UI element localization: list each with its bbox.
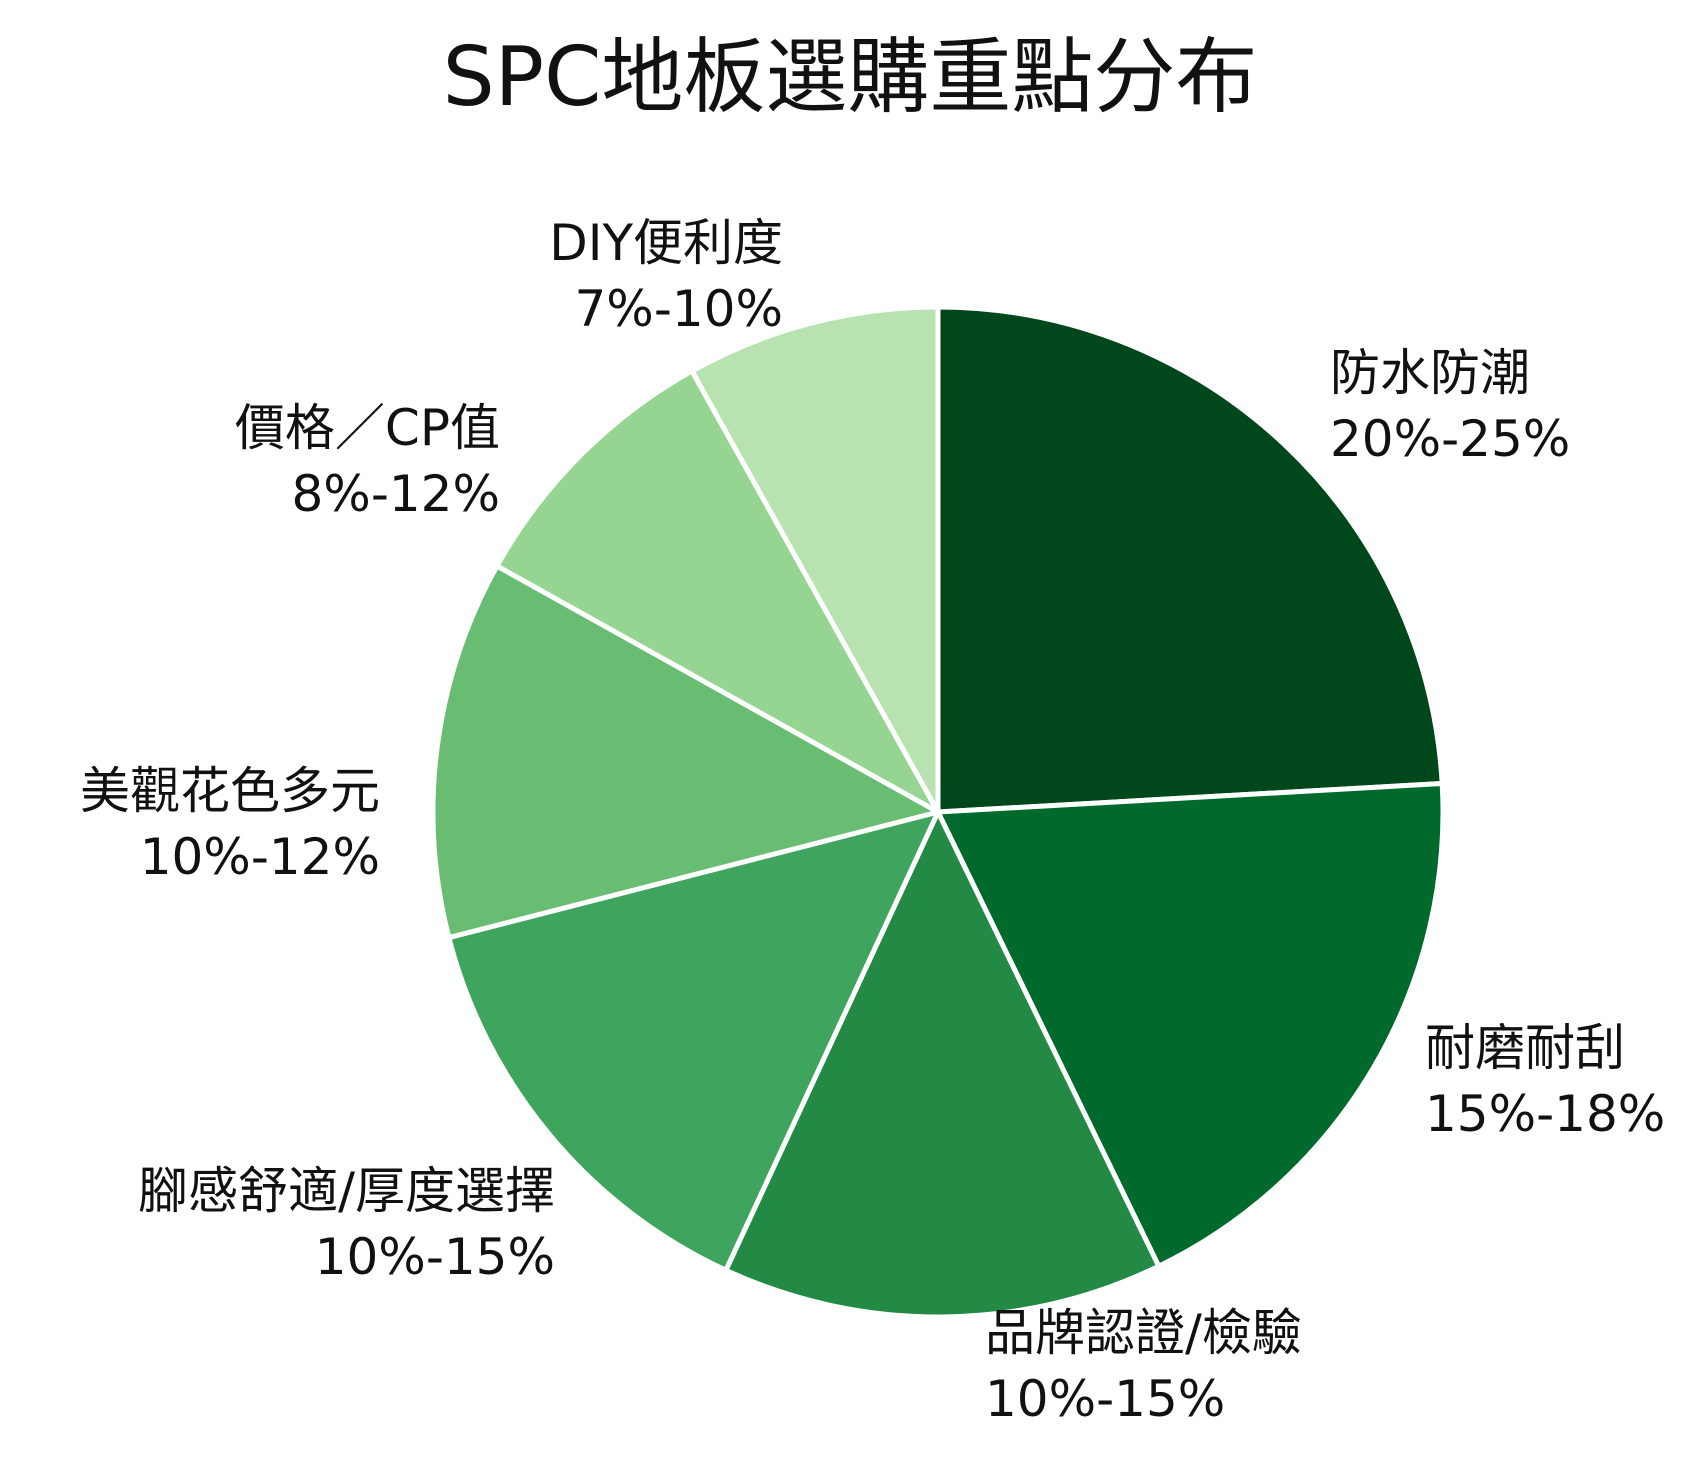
pie-slice-6 (494, 368, 941, 815)
slice-label-5: 美觀花色多元 10%-12% (80, 758, 380, 890)
slice-range-label: 15%-18% (1425, 1085, 1666, 1143)
slice-label-2: 耐磨耐刮 15%-18% (1425, 1015, 1665, 1147)
slice-range-label: 10%-15% (314, 1228, 555, 1286)
slice-label-1: 防水防潮 20%-25% (1330, 340, 1570, 472)
slice-label-7: DIY便利度 7%-10% (549, 210, 783, 342)
slice-category-label: 品牌認證/檢驗 (985, 1304, 1302, 1362)
slice-category-label: 防水防潮 (1330, 344, 1530, 402)
slice-range-label: 20%-25% (1330, 410, 1571, 468)
slice-range-label: 8%-12% (291, 465, 501, 523)
slice-category-label: 價格／CP值 (234, 399, 500, 457)
pie-slice-5 (430, 563, 941, 941)
slice-category-label: 美觀花色多元 (80, 762, 380, 820)
slice-label-6: 價格／CP值 8%-12% (235, 395, 500, 527)
slice-category-label: 腳感舒適/厚度選擇 (138, 1162, 555, 1220)
pie-slice-1 (935, 304, 1445, 815)
slice-category-label: 耐磨耐刮 (1425, 1019, 1625, 1077)
slice-range-label: 10%-12% (139, 828, 380, 886)
slice-label-3: 品牌認證/檢驗 10%-15% (985, 1300, 1302, 1432)
slice-category-label: DIY便利度 (549, 214, 783, 272)
pie-slice-4 (446, 809, 941, 1273)
pie-slice-2 (935, 780, 1446, 1269)
slice-range-label: 10%-15% (985, 1370, 1226, 1428)
slice-label-4: 腳感舒適/厚度選擇 10%-15% (138, 1158, 555, 1290)
slice-range-label: 7%-10% (574, 280, 784, 338)
pie-slice-3 (723, 809, 1162, 1320)
pie-slice-7 (689, 304, 941, 815)
chart-title: SPC地板選購重點分布 (442, 30, 1258, 125)
